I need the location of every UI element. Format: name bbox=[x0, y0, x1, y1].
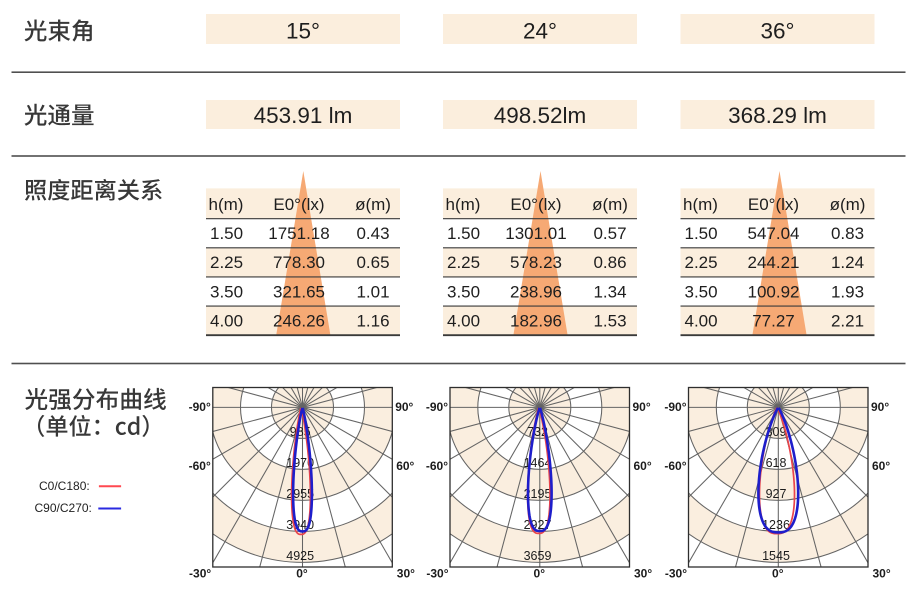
svg-text:ø(m): ø(m) bbox=[592, 195, 628, 214]
svg-text:-30°: -30° bbox=[189, 567, 211, 581]
svg-text:E0°(lx): E0°(lx) bbox=[748, 195, 799, 214]
svg-text:30°: 30° bbox=[634, 567, 652, 581]
svg-text:4925: 4925 bbox=[286, 549, 314, 563]
svg-text:453.91 lm: 453.91 lm bbox=[254, 103, 353, 128]
svg-text:182.96: 182.96 bbox=[510, 311, 562, 330]
svg-text:-60°: -60° bbox=[664, 459, 686, 473]
svg-text:-30°: -30° bbox=[426, 567, 448, 581]
svg-text:1.50: 1.50 bbox=[447, 224, 480, 243]
svg-text:90°: 90° bbox=[633, 400, 651, 414]
svg-text:1301.01: 1301.01 bbox=[505, 224, 566, 243]
svg-text:2.25: 2.25 bbox=[447, 253, 480, 272]
svg-text:578.23: 578.23 bbox=[510, 253, 562, 272]
svg-text:3.50: 3.50 bbox=[685, 282, 718, 301]
svg-text:60°: 60° bbox=[396, 459, 414, 473]
svg-text:-90°: -90° bbox=[189, 400, 211, 414]
svg-text:368.29 lm: 368.29 lm bbox=[728, 103, 827, 128]
svg-text:498.52lm: 498.52lm bbox=[494, 103, 587, 128]
svg-text:1.34: 1.34 bbox=[593, 282, 626, 301]
svg-text:0.83: 0.83 bbox=[831, 224, 864, 243]
svg-text:4.00: 4.00 bbox=[210, 311, 243, 330]
svg-text:E0°(lx): E0°(lx) bbox=[510, 195, 561, 214]
svg-text:h(m): h(m) bbox=[683, 195, 718, 214]
svg-text:778.30: 778.30 bbox=[273, 253, 325, 272]
svg-text:77.27: 77.27 bbox=[752, 311, 795, 330]
svg-text:1.93: 1.93 bbox=[831, 282, 864, 301]
svg-text:ø(m): ø(m) bbox=[355, 195, 391, 214]
svg-text:1545: 1545 bbox=[762, 549, 790, 563]
svg-text:1.01: 1.01 bbox=[356, 282, 389, 301]
svg-text:h(m): h(m) bbox=[446, 195, 481, 214]
svg-text:3.50: 3.50 bbox=[210, 282, 243, 301]
svg-text:0°: 0° bbox=[772, 567, 784, 581]
svg-text:1.16: 1.16 bbox=[356, 311, 389, 330]
svg-text:3659: 3659 bbox=[524, 549, 552, 563]
svg-text:244.21: 244.21 bbox=[748, 253, 800, 272]
svg-text:-30°: -30° bbox=[665, 567, 687, 581]
svg-text:4.00: 4.00 bbox=[447, 311, 480, 330]
svg-text:0°: 0° bbox=[296, 567, 308, 581]
svg-text:30°: 30° bbox=[397, 567, 415, 581]
svg-text:-60°: -60° bbox=[426, 459, 448, 473]
svg-text:547.04: 547.04 bbox=[748, 224, 800, 243]
svg-text:E0°(lx): E0°(lx) bbox=[273, 195, 324, 214]
svg-text:24°: 24° bbox=[523, 19, 557, 44]
svg-text:1751.18: 1751.18 bbox=[268, 224, 329, 243]
svg-text:C90/C270:: C90/C270: bbox=[35, 501, 92, 515]
svg-text:1.50: 1.50 bbox=[685, 224, 718, 243]
svg-text:0.43: 0.43 bbox=[356, 224, 389, 243]
svg-text:238.96: 238.96 bbox=[510, 282, 562, 301]
svg-text:90°: 90° bbox=[395, 400, 413, 414]
svg-text:0°: 0° bbox=[534, 567, 546, 581]
svg-text:1.24: 1.24 bbox=[831, 253, 864, 272]
svg-text:36°: 36° bbox=[760, 19, 794, 44]
svg-text:1.53: 1.53 bbox=[593, 311, 626, 330]
svg-text:2.25: 2.25 bbox=[210, 253, 243, 272]
svg-text:0.57: 0.57 bbox=[593, 224, 626, 243]
svg-text:ø(m): ø(m) bbox=[830, 195, 866, 214]
svg-text:30°: 30° bbox=[873, 567, 891, 581]
svg-text:h(m): h(m) bbox=[209, 195, 244, 214]
svg-text:618: 618 bbox=[766, 456, 787, 470]
svg-text:4.00: 4.00 bbox=[685, 311, 718, 330]
svg-text:15°: 15° bbox=[286, 19, 320, 44]
svg-text:100.92: 100.92 bbox=[748, 282, 800, 301]
svg-text:-60°: -60° bbox=[189, 459, 211, 473]
svg-text:246.26: 246.26 bbox=[273, 311, 325, 330]
svg-text:0.65: 0.65 bbox=[356, 253, 389, 272]
svg-text:90°: 90° bbox=[871, 400, 889, 414]
svg-text:927: 927 bbox=[766, 487, 787, 501]
svg-text:-90°: -90° bbox=[426, 400, 448, 414]
svg-text:2.21: 2.21 bbox=[831, 311, 864, 330]
svg-text:60°: 60° bbox=[872, 459, 890, 473]
svg-text:321.65: 321.65 bbox=[273, 282, 325, 301]
svg-text:C0/C180:: C0/C180: bbox=[39, 479, 90, 493]
svg-text:2.25: 2.25 bbox=[685, 253, 718, 272]
svg-text:60°: 60° bbox=[634, 459, 652, 473]
svg-text:0.86: 0.86 bbox=[593, 253, 626, 272]
svg-text:-90°: -90° bbox=[664, 400, 686, 414]
svg-text:3.50: 3.50 bbox=[447, 282, 480, 301]
svg-text:1.50: 1.50 bbox=[210, 224, 243, 243]
